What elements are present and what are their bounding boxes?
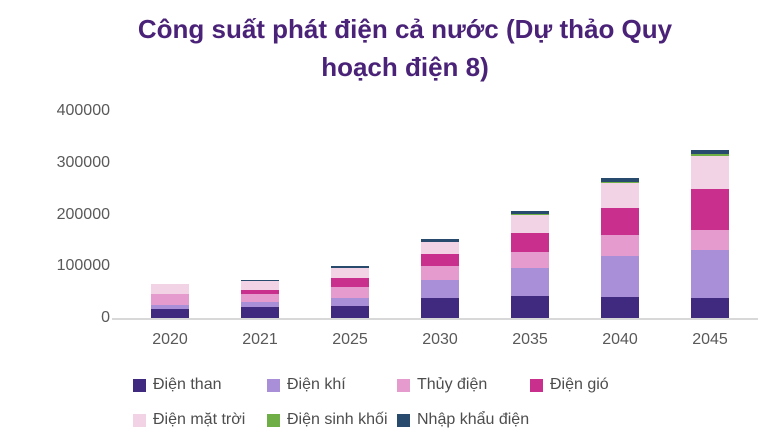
y-tick-label: 0 — [101, 309, 110, 326]
legend-swatch-icon — [397, 378, 410, 392]
bar-2020 — [151, 283, 189, 319]
segment-2035-nhập-khẩu-điện — [511, 210, 549, 215]
legend-swatch-icon — [530, 378, 543, 392]
x-axis-labels: 2020 2021 2025 2030 2035 2040 2045 — [125, 331, 755, 349]
segment-2030-điện-than — [421, 298, 459, 319]
segment-2025-điện-than — [331, 306, 369, 319]
x-tick-label-2040: 2040 — [602, 331, 638, 348]
bar-2040 — [601, 177, 639, 319]
legend-label: Điện khí — [287, 376, 346, 393]
legend-item-nhập-khẩu-điện: Nhập khẩu điện — [397, 411, 529, 429]
segment-2045-điện-than — [691, 297, 729, 319]
legend-item-thủy-điện: Thủy điện — [397, 376, 530, 394]
segment-2030-điện-sinh-khối — [421, 241, 459, 243]
segment-2021-điện-gió — [241, 289, 279, 294]
segment-2035-điện-gió — [511, 232, 549, 252]
legend-swatch-icon — [133, 378, 146, 392]
segment-2035-điện-khí — [511, 267, 549, 297]
legend-swatch-icon — [133, 413, 146, 427]
legend: Điện than Điện khí Thủy điện Điện gió Điện m… — [133, 373, 609, 442]
legend-row-1: Điện than Điện khí Thủy điện Điện gió — [133, 373, 609, 397]
legend-item-điện-sinh-khối: Điện sinh khối — [267, 411, 397, 429]
segment-2035-thủy-điện — [511, 251, 549, 268]
legend-label: Điện than — [153, 376, 222, 393]
segment-2040-điện-sinh-khối — [601, 181, 639, 183]
y-tick-label: 200000 — [56, 205, 110, 223]
segment-2040-thủy-điện — [601, 235, 639, 257]
legend-item-điện-than: Điện than — [133, 376, 267, 394]
legend-label: Điện gió — [550, 376, 609, 393]
segment-2045-điện-gió — [691, 188, 729, 230]
bar-2025 — [331, 265, 369, 319]
legend-item-điện-mặt-trời: Điện mặt trời — [133, 411, 267, 429]
segment-2020-điện-mặt-trời — [151, 283, 189, 294]
segment-2040-điện-khí — [601, 256, 639, 298]
segment-2040-điện-gió — [601, 207, 639, 236]
chart-title-line-2: hoạch điện 8) — [321, 52, 489, 82]
segment-2021-điện-than — [241, 307, 279, 319]
segment-2025-điện-khí — [331, 298, 369, 307]
chart-title: Công suất phát điện cả nước (Dự thảo Quy… — [105, 10, 705, 86]
segment-2045-nhập-khẩu-điện — [691, 150, 729, 155]
x-tick-label-2045: 2045 — [692, 331, 728, 348]
segment-2035-điện-sinh-khối — [511, 214, 549, 216]
legend-row-2: Điện mặt trời Điện sinh khối Nhập khẩu điệ… — [133, 408, 609, 432]
segment-2045-điện-mặt-trời — [691, 155, 729, 189]
legend-label: Điện mặt trời — [153, 411, 246, 428]
x-tick-label-2021: 2021 — [242, 331, 278, 348]
y-tick-label: 300000 — [56, 153, 110, 171]
legend-label: Thủy điện — [417, 376, 488, 393]
segment-2045-thủy-điện — [691, 229, 729, 251]
segment-2030-điện-gió — [421, 254, 459, 267]
legend-item-điện-khí: Điện khí — [267, 376, 397, 394]
segment-2025-điện-gió — [331, 278, 369, 288]
legend-label: Nhập khẩu điện — [417, 411, 530, 428]
segment-2030-nhập-khẩu-điện — [421, 238, 459, 242]
segment-2030-điện-khí — [421, 280, 459, 299]
segment-2020-điện-khí — [151, 304, 189, 309]
x-tick-label-2025: 2025 — [332, 331, 368, 348]
segment-2021-điện-khí — [241, 301, 279, 308]
bar-2045 — [691, 150, 729, 319]
segment-2045-điện-khí — [691, 250, 729, 298]
chart-title-line-1: Công suất phát điện cả nước (Dự thảo Quy — [137, 14, 673, 44]
segment-2040-điện-than — [601, 297, 639, 319]
bar-2035 — [511, 210, 549, 319]
segment-2045-điện-sinh-khối — [691, 154, 729, 156]
segment-2025-thủy-điện — [331, 287, 369, 299]
x-axis-line — [112, 318, 758, 320]
segment-2040-điện-mặt-trời — [601, 182, 639, 208]
legend-swatch-icon — [267, 413, 280, 427]
segment-2025-nhập-khẩu-điện — [331, 265, 369, 268]
segment-2030-điện-mặt-trời — [421, 242, 459, 255]
segment-2035-điện-mặt-trời — [511, 215, 549, 233]
legend-swatch-icon — [267, 378, 280, 392]
y-tick-label: 100000 — [56, 257, 110, 275]
x-tick-label-2020: 2020 — [152, 331, 188, 348]
segment-2040-nhập-khẩu-điện — [601, 177, 639, 182]
segment-2025-điện-mặt-trời — [331, 268, 369, 279]
legend-swatch-icon — [397, 413, 410, 427]
legend-label: Điện sinh khối — [287, 411, 388, 428]
segment-2035-điện-than — [511, 296, 549, 319]
segment-2021-điện-mặt-trời — [241, 280, 279, 290]
x-tick-label-2030: 2030 — [422, 331, 458, 348]
bar-2021 — [241, 280, 279, 319]
segment-2021-thủy-điện — [241, 293, 279, 302]
plot-area — [125, 112, 755, 319]
x-tick-label-2035: 2035 — [512, 331, 548, 348]
y-tick-label: 400000 — [56, 102, 110, 119]
segment-2020-điện-than — [151, 308, 189, 319]
segment-2030-thủy-điện — [421, 266, 459, 281]
legend-item-điện-gió: Điện gió — [530, 376, 609, 394]
bar-2030 — [421, 238, 459, 319]
segment-2020-thủy-điện — [151, 293, 189, 305]
